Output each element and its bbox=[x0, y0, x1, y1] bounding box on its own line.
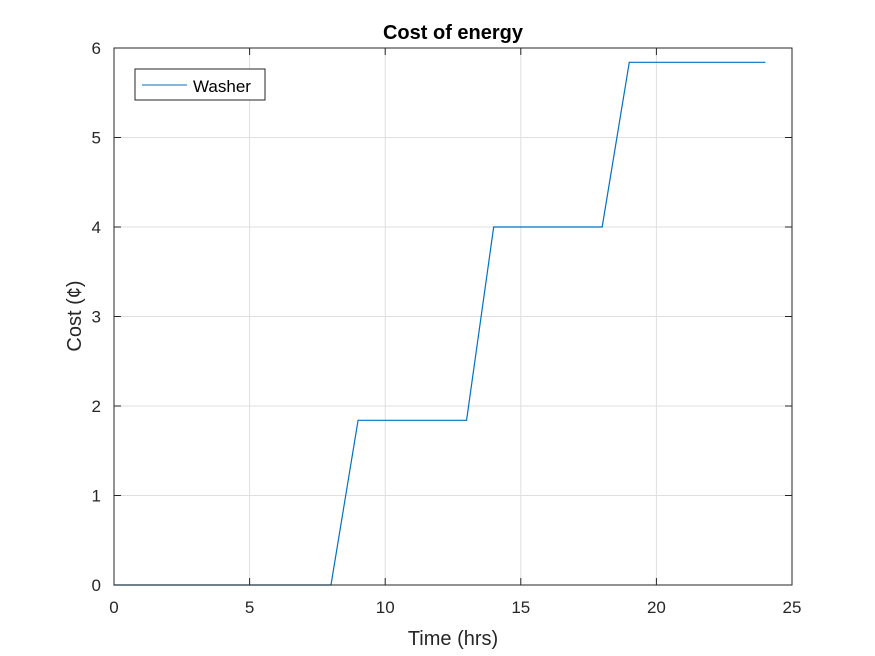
y-tick-label: 4 bbox=[92, 218, 101, 237]
y-axis-title: Cost (¢) bbox=[64, 280, 86, 351]
data-point bbox=[493, 226, 495, 228]
legend: Washer bbox=[134, 68, 266, 101]
y-tick-label: 6 bbox=[92, 39, 101, 58]
data-point bbox=[628, 61, 630, 63]
chart-title: Cost of energy bbox=[383, 22, 524, 44]
data-point bbox=[764, 61, 766, 63]
x-axis-title: Time (hrs) bbox=[408, 628, 498, 650]
y-tick-label: 2 bbox=[92, 397, 101, 416]
y-tick-label: 0 bbox=[92, 576, 101, 595]
legend-label: Washer bbox=[193, 77, 251, 96]
x-tick-label: 20 bbox=[647, 598, 666, 617]
data-point bbox=[357, 419, 359, 421]
data-point bbox=[465, 419, 468, 421]
x-tick-label: 10 bbox=[376, 598, 395, 617]
ticks: 0 5 10 15 20 25 0 1 2 3 4 5 6 bbox=[92, 39, 802, 617]
y-tick-label: 5 bbox=[92, 129, 101, 148]
x-tick-label: 0 bbox=[109, 598, 118, 617]
grid bbox=[114, 48, 792, 585]
y-tick-label: 1 bbox=[92, 487, 101, 506]
series-line-washer bbox=[114, 61, 765, 586]
x-tick-label: 5 bbox=[245, 598, 254, 617]
y-tick-label: 3 bbox=[92, 308, 101, 327]
data-point bbox=[601, 226, 603, 228]
x-tick-label: 15 bbox=[511, 598, 530, 617]
x-tick-label: 25 bbox=[783, 598, 802, 617]
